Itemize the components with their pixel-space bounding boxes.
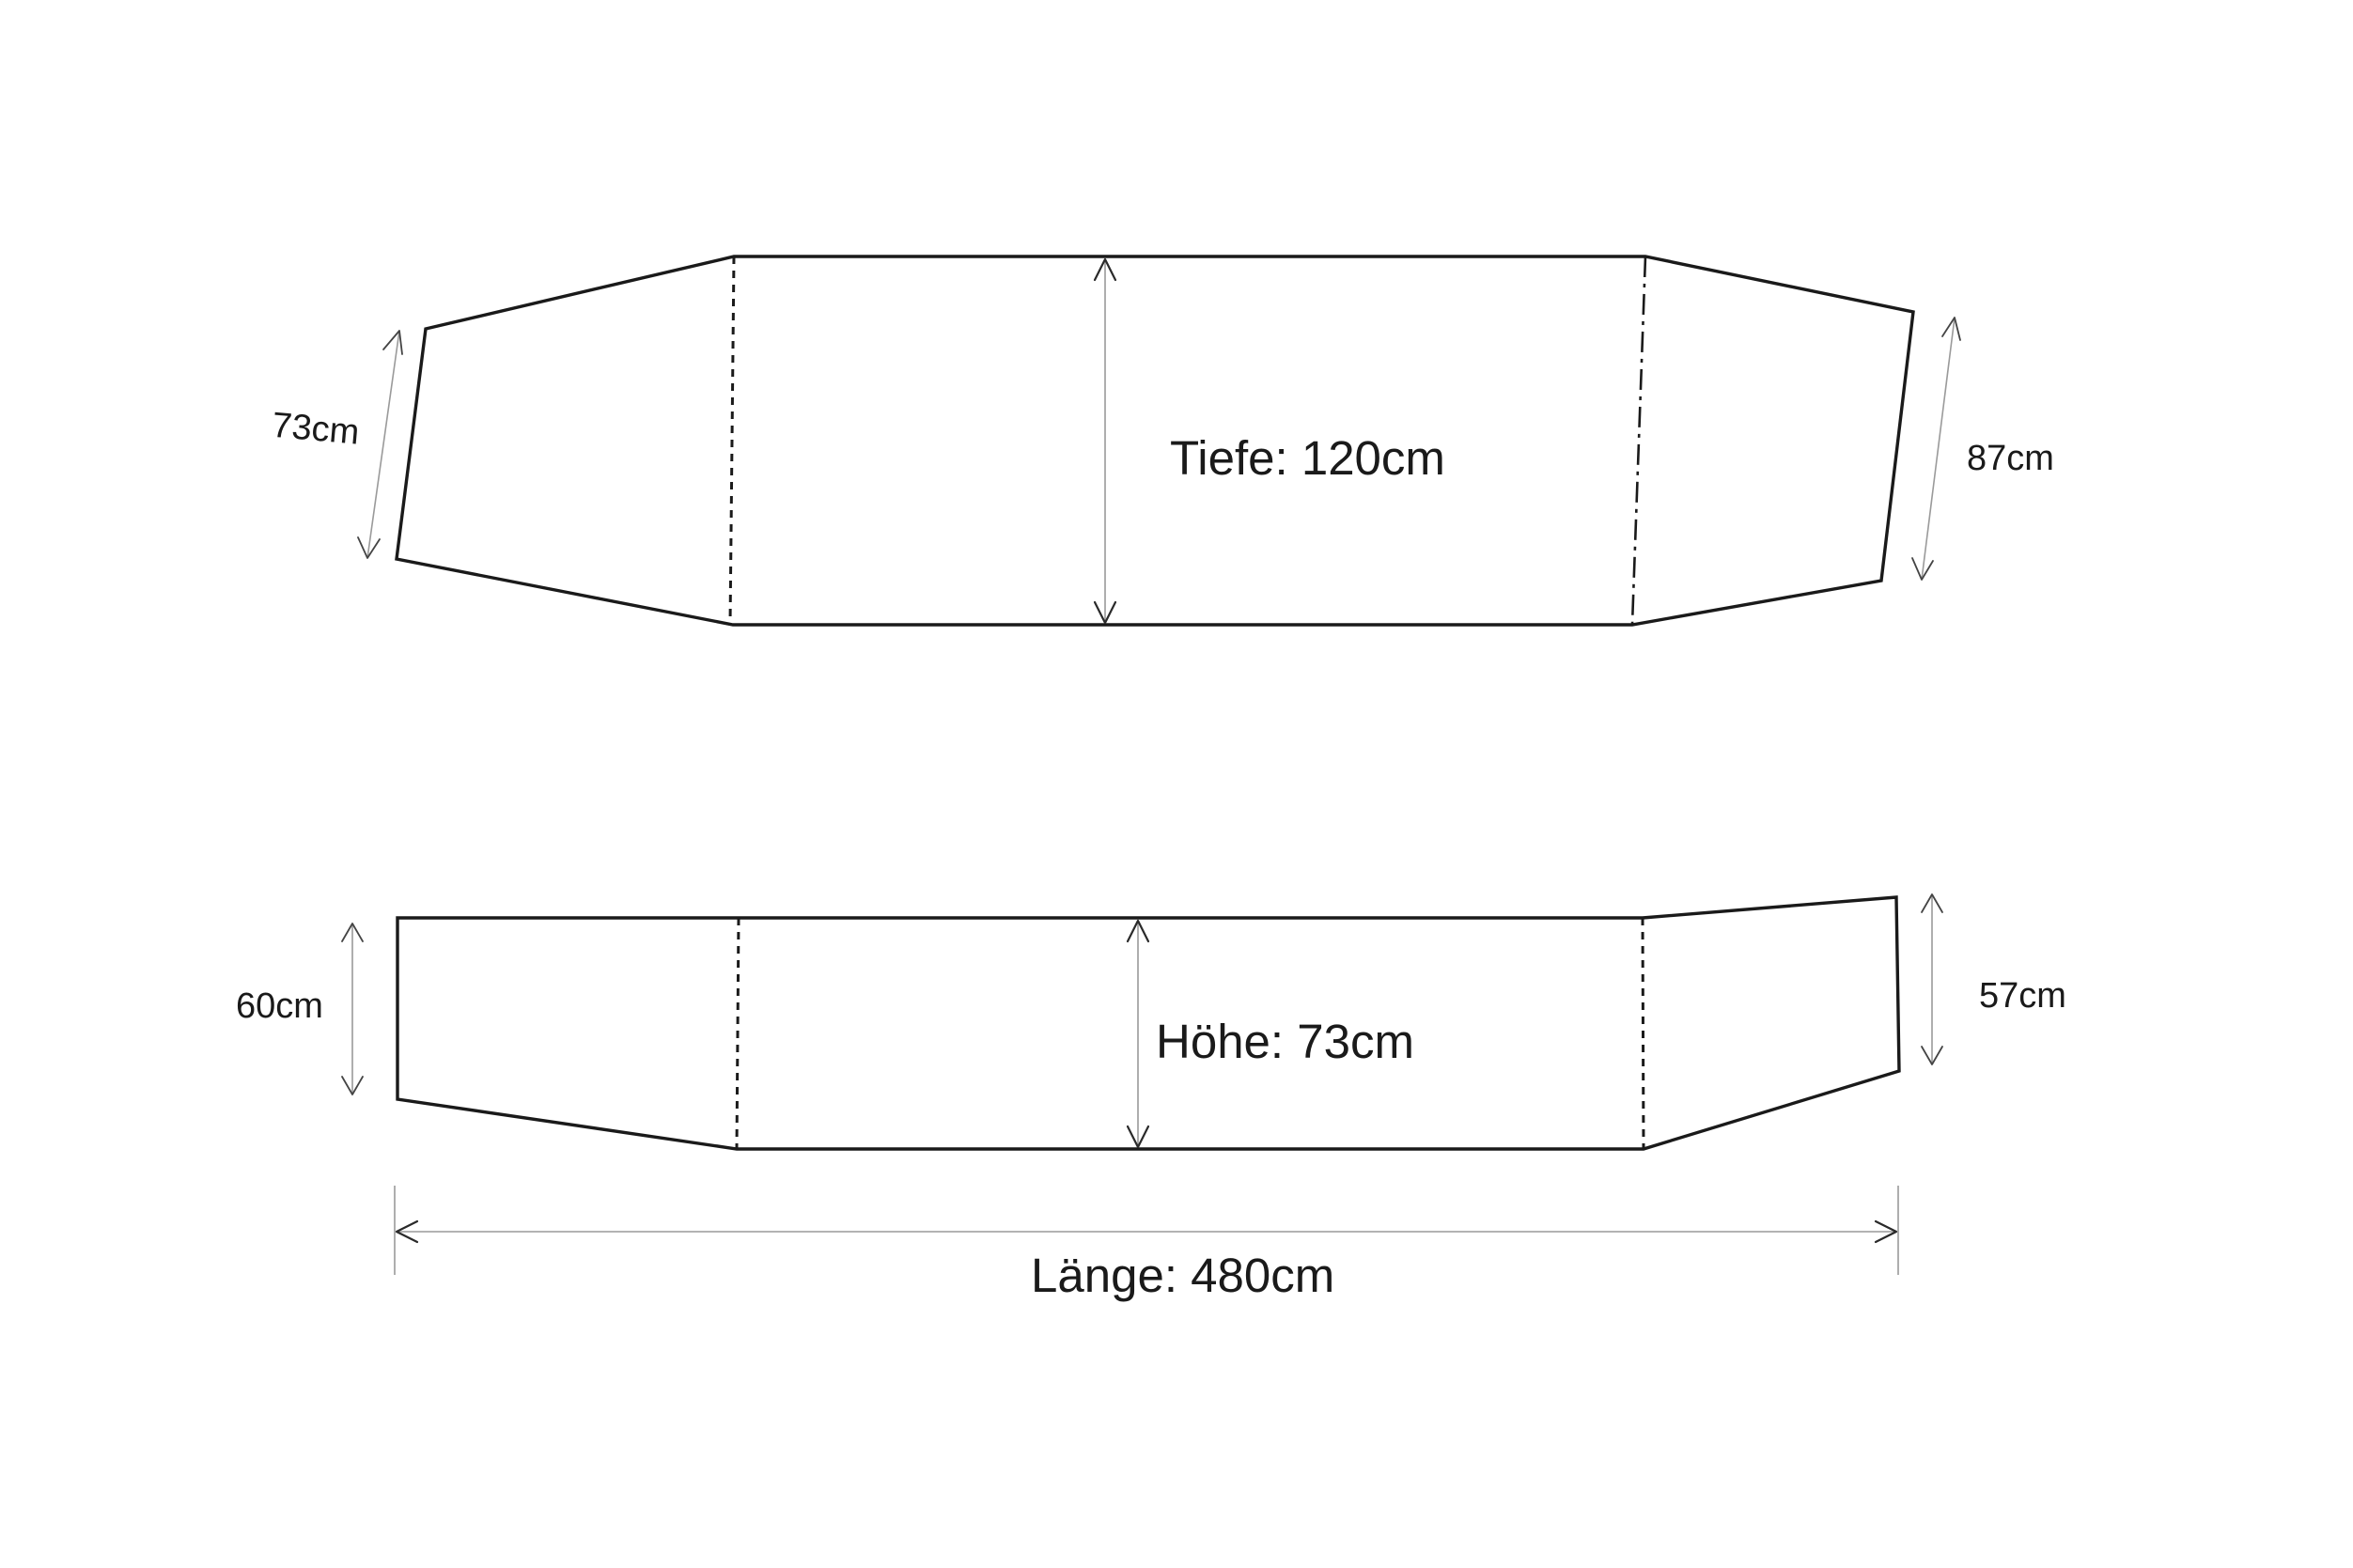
length-label: Länge: 480cm [1031,1249,1334,1302]
height-dimension-arrow [1126,919,1150,1149]
top-view-right-fold-line [1630,256,1647,626]
top-view: Tiefe: 120cm 73cm 87cm [271,255,2054,627]
side-left-end-dimension-arrow [341,923,364,1095]
height-label: Höhe: 73cm [1156,1015,1414,1068]
length-dimension: Länge: 480cm [394,1186,1899,1302]
top-left-end-label: 73cm [271,406,361,453]
length-dimension-arrow [395,1219,1898,1244]
top-view-left-fold-line [728,256,736,626]
top-right-end-dimension-arrow [1911,317,1961,581]
top-left-end-dimension-arrow [357,330,403,559]
side-view-outline [396,895,1901,1151]
side-right-end-dimension-arrow [1921,893,1943,1065]
top-right-end-label: 87cm [1967,439,2054,478]
top-view-outline [395,255,1915,627]
side-view-right-fold-line [1641,917,1645,1150]
side-view-left-fold-line [735,917,740,1150]
side-view: Höhe: 73cm 60cm 57cm [236,893,2066,1151]
depth-dimension-arrow [1093,257,1117,625]
side-right-end-label: 57cm [1979,976,2066,1016]
side-left-end-label: 60cm [236,986,323,1026]
depth-label: Tiefe: 120cm [1170,431,1445,485]
